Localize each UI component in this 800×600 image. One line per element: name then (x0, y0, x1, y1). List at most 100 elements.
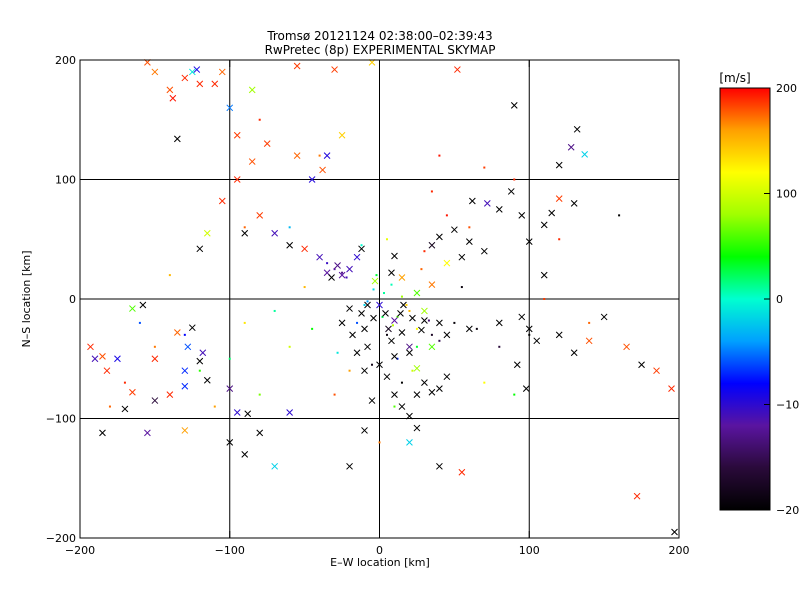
scatter-cross-point (364, 343, 371, 351)
scatter-cross-point (233, 176, 241, 183)
scatter-cross-point (458, 468, 466, 476)
scatter-dot-point (415, 345, 418, 348)
scatter-cross-point (436, 462, 443, 470)
scatter-cross-point (428, 241, 436, 249)
scatter-cross-point (338, 131, 346, 139)
scatter-points (87, 59, 678, 536)
scatter-cross-point (286, 241, 294, 249)
scatter-cross-point (540, 221, 548, 229)
scatter-cross-point (383, 373, 391, 381)
scatter-cross-point (256, 211, 264, 219)
scatter-dot-point (366, 300, 369, 303)
scatter-dot-point (513, 393, 516, 396)
scatter-cross-point (388, 269, 395, 277)
scatter-dot-point (460, 286, 463, 289)
scatter-cross-point (671, 528, 678, 536)
scatter-dot-point (372, 288, 375, 291)
scatter-cross-point (406, 439, 413, 446)
scatter-dot-point (543, 298, 546, 300)
scatter-cross-point (555, 331, 563, 339)
scatter-cross-point (513, 361, 521, 369)
axis-ticks: −200 −100 0 100 200 −200 −100 0 100 200 (46, 54, 690, 557)
scatter-dot-point (273, 309, 276, 312)
scatter-cross-point (99, 353, 106, 360)
chart-title: Tromsø 20121124 02:38:00–02:39:43 (266, 29, 492, 43)
scatter-cross-point (346, 305, 353, 312)
scatter-cross-point (203, 229, 211, 237)
scatter-cross-point (421, 317, 428, 324)
scatter-dot-point (183, 333, 186, 336)
scatter-dot-point (528, 333, 531, 336)
scatter-dot-point (360, 244, 363, 247)
scatter-cross-point (418, 326, 425, 334)
scatter-cross-point (349, 331, 356, 339)
scatter-cross-point (507, 188, 515, 195)
colorbar: [m/s] 200 100 0 −100 −200 (719, 71, 800, 517)
scatter-cross-point (525, 238, 533, 245)
scatter-cross-point (540, 271, 548, 279)
scatter-dot-point (348, 369, 351, 372)
scatter-cross-point (271, 229, 279, 237)
scatter-cross-point (376, 301, 383, 309)
scatter-cross-point (428, 388, 436, 396)
scatter-cross-point (465, 325, 473, 333)
scatter-cross-point (398, 403, 406, 410)
scatter-cross-point (346, 462, 353, 470)
scatter-dot-point (400, 381, 403, 384)
scatter-dot-point (423, 250, 426, 253)
x-tick-label: −100 (215, 544, 245, 557)
scatter-dot-point (430, 333, 433, 336)
scatter-cross-point (573, 125, 581, 133)
scatter-cross-point (166, 86, 174, 94)
scatter-dot-point (618, 214, 621, 217)
colorbar-tick-label: 100 (776, 188, 797, 201)
scatter-dot-point (363, 303, 366, 306)
scatter-cross-point (193, 66, 201, 73)
scatter-cross-point (443, 259, 451, 267)
scatter-dot-point (405, 303, 408, 306)
scatter-dot-point (336, 351, 339, 354)
scatter-cross-point (633, 492, 641, 500)
scatter-cross-point (114, 355, 121, 363)
y-tick-label: −100 (46, 413, 76, 426)
scatter-dot-point (385, 238, 388, 241)
scatter-cross-point (398, 274, 406, 281)
scatter-dot-point (213, 405, 216, 408)
scatter-dot-point (333, 393, 336, 396)
colorbar-tick-label: 0 (776, 293, 783, 306)
y-axis-label: N–S location [km] (20, 250, 33, 347)
scatter-cross-point (188, 324, 196, 332)
scatter-cross-point (370, 314, 377, 322)
scatter-cross-point (376, 361, 383, 369)
scatter-cross-point (226, 439, 234, 446)
scatter-dot-point (415, 327, 418, 330)
x-tick-label: 0 (376, 544, 383, 557)
scatter-cross-point (338, 319, 346, 327)
scatter-cross-point (181, 74, 189, 82)
scatter-cross-point (218, 197, 226, 205)
scatter-cross-point (371, 277, 379, 285)
scatter-cross-point (413, 364, 421, 372)
scatter-cross-point (397, 309, 404, 317)
scatter-cross-point (385, 325, 392, 333)
scatter-dot-point (345, 276, 348, 279)
scatter-cross-point (398, 329, 406, 336)
scatter-cross-point (406, 343, 413, 351)
x-axis-label: E–W location [km] (330, 556, 430, 569)
scatter-cross-point (226, 104, 234, 112)
scatter-dot-point (430, 190, 433, 193)
scatter-dot-point (311, 327, 314, 330)
scatter-dot-point (333, 268, 336, 271)
scatter-cross-point (199, 349, 207, 357)
scatter-cross-point (555, 161, 563, 169)
scatter-cross-point (413, 391, 421, 398)
scatter-cross-point (218, 68, 226, 76)
scatter-cross-point (409, 314, 416, 322)
scatter-cross-point (331, 66, 338, 73)
scatter-cross-point (495, 319, 503, 327)
scatter-cross-point (263, 140, 271, 148)
scatter-cross-point (129, 388, 136, 396)
scatter-cross-point (248, 86, 256, 94)
scatter-cross-point (364, 301, 371, 309)
scatter-cross-point (271, 462, 279, 470)
